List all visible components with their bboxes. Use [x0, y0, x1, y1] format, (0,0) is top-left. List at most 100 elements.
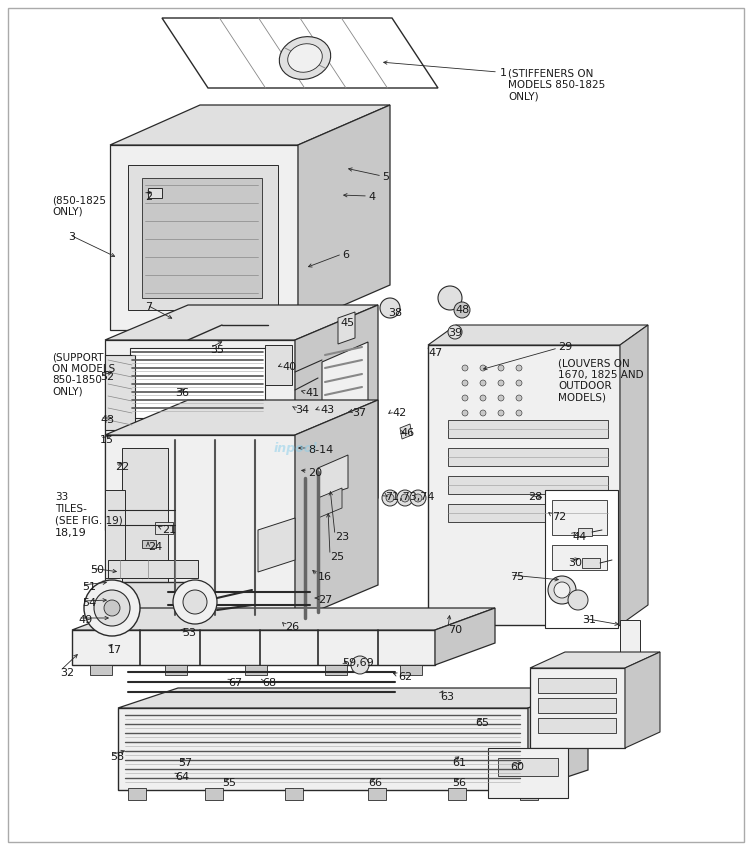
Text: 68: 68 [262, 678, 276, 688]
Bar [552, 545, 607, 570]
Polygon shape [298, 105, 390, 325]
Circle shape [480, 365, 486, 371]
Polygon shape [435, 608, 495, 665]
Polygon shape [105, 435, 295, 620]
Polygon shape [428, 344, 444, 359]
Polygon shape [162, 18, 438, 88]
Polygon shape [545, 490, 618, 628]
Bar [188, 610, 213, 625]
Circle shape [414, 494, 422, 502]
Text: 6: 6 [342, 250, 349, 260]
Circle shape [498, 410, 504, 416]
Polygon shape [105, 400, 378, 435]
Bar [155, 522, 173, 534]
Text: 3: 3 [68, 232, 75, 242]
Text: 48: 48 [455, 305, 469, 315]
Text: 37: 37 [352, 408, 366, 418]
Text: 63: 63 [440, 692, 454, 702]
Polygon shape [428, 345, 620, 625]
Text: 35: 35 [210, 345, 224, 355]
Bar [582, 558, 600, 568]
Polygon shape [448, 420, 608, 438]
Polygon shape [620, 325, 648, 625]
Text: 67: 67 [228, 678, 242, 688]
Circle shape [386, 494, 394, 502]
Circle shape [480, 395, 486, 401]
Polygon shape [448, 476, 608, 494]
Bar [128, 788, 146, 800]
Text: 64: 64 [175, 772, 189, 782]
Circle shape [84, 580, 140, 636]
Text: 22: 22 [115, 462, 129, 472]
Circle shape [462, 365, 468, 371]
Text: 75: 75 [510, 572, 524, 582]
Circle shape [516, 410, 522, 416]
Polygon shape [105, 355, 135, 430]
Text: (SUPPORT
ON MODELS
850-1850
ONLY): (SUPPORT ON MODELS 850-1850 ONLY) [52, 352, 115, 397]
Text: 59,69: 59,69 [342, 658, 374, 668]
Polygon shape [400, 424, 412, 439]
Polygon shape [258, 518, 295, 572]
Text: 4: 4 [368, 192, 375, 202]
Text: 7: 7 [145, 302, 152, 312]
Polygon shape [112, 582, 195, 635]
Polygon shape [105, 305, 378, 340]
Ellipse shape [279, 37, 331, 79]
Circle shape [516, 365, 522, 371]
Polygon shape [338, 312, 355, 344]
Text: 20: 20 [308, 468, 322, 478]
Text: 26: 26 [285, 622, 299, 632]
Text: 36: 36 [175, 388, 189, 398]
Text: 38: 38 [388, 308, 402, 318]
Circle shape [104, 600, 120, 616]
Text: 17: 17 [108, 645, 122, 655]
Bar [520, 788, 538, 800]
Text: 57: 57 [178, 758, 192, 768]
Text: 61: 61 [452, 758, 466, 768]
Text: 18,19: 18,19 [55, 528, 86, 538]
Text: 49: 49 [78, 615, 92, 625]
Bar [205, 788, 223, 800]
Text: 2: 2 [145, 192, 152, 202]
Circle shape [410, 490, 426, 506]
Bar [498, 758, 558, 776]
Polygon shape [110, 105, 390, 145]
Text: 16: 16 [318, 572, 332, 582]
Text: 5: 5 [382, 172, 389, 182]
Text: 31: 31 [582, 615, 596, 625]
Circle shape [183, 590, 207, 614]
Bar [148, 188, 162, 198]
Text: 50: 50 [90, 565, 104, 575]
Text: 28: 28 [528, 492, 542, 502]
Circle shape [397, 490, 413, 506]
Polygon shape [448, 504, 608, 522]
Bar [538, 678, 616, 693]
Bar [325, 665, 347, 675]
Text: (LOUVERS ON
1670, 1825 AND
OUTDOOR
MODELS): (LOUVERS ON 1670, 1825 AND OUTDOOR MODEL… [558, 358, 644, 403]
Polygon shape [110, 145, 298, 330]
Text: 54: 54 [82, 598, 96, 608]
Bar [538, 698, 616, 713]
Text: (STIFFENERS ON
MODELS 850-1825
ONLY): (STIFFENERS ON MODELS 850-1825 ONLY) [508, 68, 605, 101]
Polygon shape [72, 630, 435, 665]
Polygon shape [528, 688, 588, 790]
Circle shape [554, 582, 570, 598]
Text: 15: 15 [100, 435, 114, 445]
Text: 47: 47 [428, 348, 442, 358]
Bar [245, 665, 267, 675]
Text: 60: 60 [510, 762, 524, 772]
Polygon shape [318, 488, 342, 518]
Bar [620, 620, 640, 675]
Text: 43: 43 [320, 405, 334, 415]
Text: 53: 53 [182, 628, 196, 638]
Text: 27: 27 [318, 595, 332, 605]
Text: 65: 65 [475, 718, 489, 728]
Text: 24: 24 [148, 542, 162, 552]
Polygon shape [105, 490, 125, 578]
Text: 1: 1 [500, 68, 507, 78]
Text: 72: 72 [552, 512, 566, 522]
Circle shape [380, 298, 400, 318]
Polygon shape [448, 448, 608, 466]
Text: 66: 66 [368, 778, 382, 788]
Text: 39: 39 [448, 328, 462, 338]
